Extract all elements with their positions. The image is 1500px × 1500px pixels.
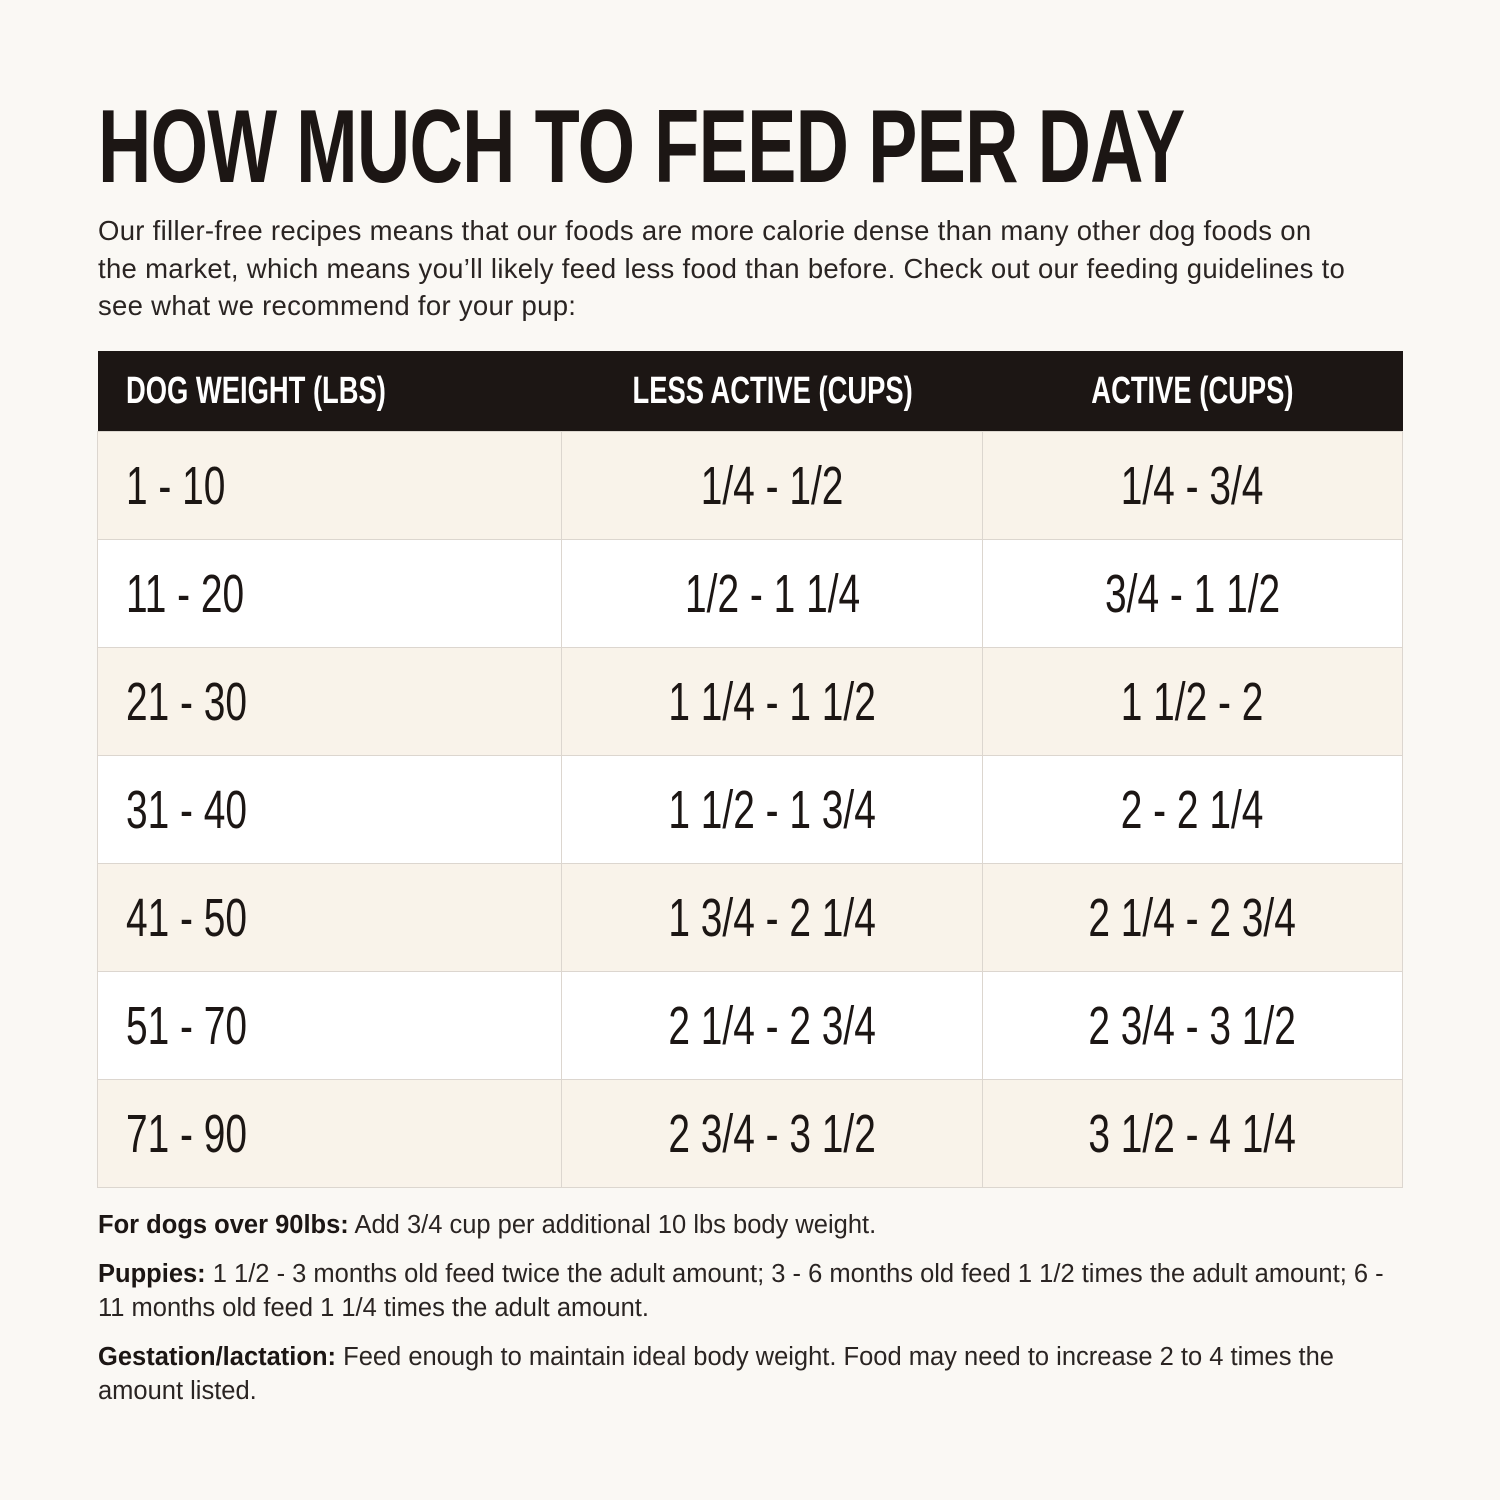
cell-active: 1/4 - 3/4 — [982, 431, 1403, 540]
cell-less-active: 1/2 - 1 1/4 — [561, 539, 984, 648]
cell-weight: 41 - 50 — [96, 863, 563, 972]
cell-weight: 21 - 30 — [96, 647, 563, 756]
cell-weight: 1 - 10 — [96, 431, 563, 540]
cell-weight: 11 - 20 — [96, 539, 563, 648]
cell-active: 3 1/2 - 4 1/4 — [982, 1079, 1403, 1188]
note-puppies: Puppies: 1 1/2 - 3 months old feed twice… — [98, 1260, 1384, 1322]
cell-less-active: 2 3/4 - 3 1/2 — [561, 1079, 984, 1188]
note-gestation: Gestation/lactation: Feed enough to main… — [98, 1343, 1334, 1405]
header-less-active: LESS ACTIVE (CUPS) — [561, 351, 983, 432]
header-dog-weight: DOG WEIGHT (LBS) — [97, 351, 562, 432]
notes: For dogs over 90lbs: Add 3/4 cup per add… — [98, 1208, 1388, 1423]
feeding-table: DOG WEIGHT (LBS) LESS ACTIVE (CUPS) ACTI… — [96, 351, 1403, 1188]
table-row: 1 - 10 1/4 - 1/2 1/4 - 3/4 — [96, 431, 1403, 540]
cell-less-active: 1/4 - 1/2 — [561, 431, 984, 540]
cell-active: 2 - 2 1/4 — [982, 755, 1403, 864]
cell-active: 2 1/4 - 2 3/4 — [982, 863, 1403, 972]
table-row: 31 - 40 1 1/2 - 1 3/4 2 - 2 1/4 — [96, 755, 1403, 864]
cell-less-active: 2 1/4 - 2 3/4 — [561, 971, 984, 1080]
table-row: 11 - 20 1/2 - 1 1/4 3/4 - 1 1/2 — [96, 539, 1403, 648]
cell-active: 1 1/2 - 2 — [982, 647, 1403, 756]
cell-active: 2 3/4 - 3 1/2 — [982, 971, 1403, 1080]
cell-less-active: 1 1/4 - 1 1/2 — [561, 647, 984, 756]
page-title: HOW MUCH TO FEED PER DAY — [98, 89, 1185, 205]
cell-weight: 31 - 40 — [96, 755, 563, 864]
table-row: 41 - 50 1 3/4 - 2 1/4 2 1/4 - 2 3/4 — [96, 863, 1403, 972]
cell-weight: 71 - 90 — [96, 1079, 563, 1188]
table-header-row: DOG WEIGHT (LBS) LESS ACTIVE (CUPS) ACTI… — [97, 351, 1403, 432]
cell-weight: 51 - 70 — [96, 971, 563, 1080]
table-row: 21 - 30 1 1/4 - 1 1/2 1 1/2 - 2 — [96, 647, 1403, 756]
note-over-90: For dogs over 90lbs: Add 3/4 cup per add… — [98, 1211, 877, 1239]
cell-less-active: 1 1/2 - 1 3/4 — [561, 755, 984, 864]
table-row: 71 - 90 2 3/4 - 3 1/2 3 1/2 - 4 1/4 — [96, 1079, 1403, 1188]
cell-active: 3/4 - 1 1/2 — [982, 539, 1403, 648]
cell-less-active: 1 3/4 - 2 1/4 — [561, 863, 984, 972]
intro-paragraph: Our filler-free recipes means that our f… — [98, 215, 1346, 321]
table-row: 51 - 70 2 1/4 - 2 3/4 2 3/4 - 3 1/2 — [96, 971, 1403, 1080]
header-active: ACTIVE (CUPS) — [982, 351, 1403, 432]
